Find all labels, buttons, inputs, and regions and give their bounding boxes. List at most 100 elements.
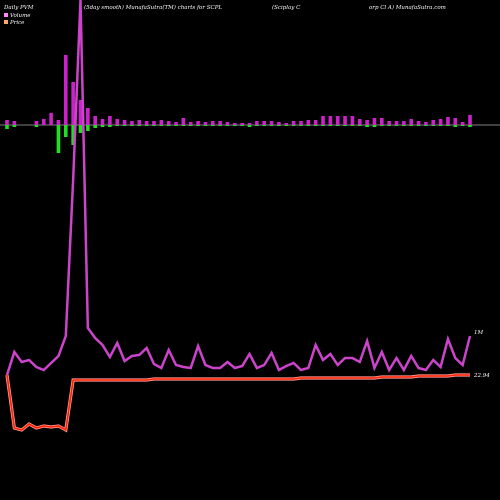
volume-bar-down — [78, 125, 83, 133]
volume-bar-up — [188, 122, 193, 125]
volume-bar-up — [218, 121, 222, 125]
volume-bar-up — [350, 116, 355, 125]
volume-bar-up — [402, 121, 406, 125]
volume-bar-up — [181, 118, 186, 125]
volume-bar-up — [284, 123, 289, 125]
volume-bar-up — [56, 120, 61, 125]
volume-bar-down — [357, 125, 362, 126]
volume-bar-up — [130, 121, 134, 125]
volume-bar-down — [56, 125, 61, 153]
header-right-continued: orp Cl A) MunafaSutra.com — [369, 4, 446, 11]
volume-bar-down — [394, 125, 399, 126]
volume-bar-down — [424, 125, 428, 126]
volume-line — [5, 0, 472, 376]
volume-bar-down — [299, 125, 303, 126]
volume-bar-down — [380, 125, 384, 126]
volume-bar-up — [424, 122, 428, 125]
volume-bar-down — [277, 125, 281, 126]
volume-bar-down — [453, 125, 458, 127]
volume-bar-up — [453, 118, 458, 125]
volume-bar-down — [115, 125, 120, 126]
volume-bar-up — [365, 120, 369, 125]
volume-bar-up — [49, 113, 53, 125]
volume-value-label: 1M — [474, 330, 483, 336]
volume-bar-down — [416, 125, 421, 126]
volume-bar-up — [144, 121, 149, 125]
volume-bar-up — [100, 119, 105, 125]
volume-bar-up — [446, 117, 450, 125]
volume-bar-up — [343, 116, 347, 125]
volume-bar-down — [409, 125, 414, 126]
volume-bar-down — [144, 125, 149, 126]
volume-bar-up — [152, 121, 156, 125]
volume-bar-up — [277, 122, 281, 125]
volume-bar-down — [203, 125, 208, 126]
volume-bar-up — [122, 120, 127, 125]
volume-bar-up — [63, 55, 68, 125]
volume-bar-up — [328, 116, 333, 125]
price-value-label: 22.94 — [473, 373, 490, 379]
volume-bar-down — [306, 125, 311, 126]
volume-bar-down — [188, 125, 193, 126]
volume-bar-down — [402, 125, 406, 126]
volume-bar-down — [12, 125, 17, 127]
volume-bar-down — [159, 125, 164, 126]
volume-bar-up — [357, 119, 362, 125]
volume-bar-down — [343, 125, 347, 126]
volume-bar-down — [438, 125, 443, 126]
volume-bar-down — [225, 125, 230, 126]
volume-bar-down — [446, 125, 450, 126]
volume-bar-down — [335, 125, 340, 126]
volume-bar-down — [130, 125, 134, 126]
volume-bars — [5, 55, 472, 153]
volume-bar-up — [210, 121, 215, 125]
volume-bar-down — [468, 125, 472, 127]
legend-volume-label: Volume — [10, 13, 31, 19]
volume-bar-up — [115, 119, 120, 125]
volume-bar-up — [299, 121, 303, 125]
volume-bar-up — [233, 123, 237, 125]
volume-bar-down — [372, 125, 377, 127]
volume-bar-down — [284, 125, 289, 126]
volume-bar-down — [365, 125, 369, 127]
volume-bar-down — [93, 125, 97, 128]
volume-bar-up — [372, 118, 377, 125]
volume-bar-down — [34, 125, 39, 127]
volume-bar-down — [108, 125, 112, 127]
volume-bar-down — [137, 125, 142, 126]
volume-bar-up — [262, 121, 267, 125]
volume-bar-up — [460, 122, 465, 125]
volume-bar-up — [321, 116, 325, 125]
volume-bar-down — [269, 125, 274, 126]
volume-bar-up — [137, 120, 142, 125]
volume-bar-down — [313, 125, 318, 126]
price-line-glow — [5, 373, 470, 433]
volume-bar-down — [122, 125, 127, 126]
volume-bar-down — [181, 125, 186, 126]
volume-bar-up — [5, 120, 9, 125]
volume-bar-down — [166, 125, 171, 126]
volume-bar-up — [71, 82, 75, 125]
volume-bar-up — [291, 121, 296, 125]
volume-bar-up — [41, 119, 46, 125]
volume-bar-up — [380, 118, 384, 125]
header-left: Daily PVM — [3, 5, 34, 11]
legend-price-label: Price — [9, 20, 25, 26]
volume-bar-down — [100, 125, 105, 127]
volume-bar-down — [210, 125, 215, 126]
volume-bar-down — [86, 125, 90, 131]
volume-bar-up — [409, 119, 414, 125]
volume-bar-up — [166, 121, 171, 125]
volume-bar-down — [321, 125, 325, 126]
volume-bar-down — [218, 125, 222, 126]
volume-bar-down — [247, 125, 252, 127]
volume-bar-down — [152, 125, 156, 126]
legend-price-swatch — [4, 20, 8, 24]
volume-bar-down — [71, 125, 75, 145]
volume-bar-up — [468, 115, 472, 125]
volume-bar-up — [335, 116, 340, 125]
volume-bar-down — [460, 125, 465, 126]
volume-bar-up — [203, 122, 208, 125]
volume-bar-down — [63, 125, 68, 137]
